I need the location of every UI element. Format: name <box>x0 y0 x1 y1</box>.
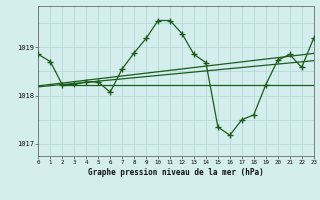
X-axis label: Graphe pression niveau de la mer (hPa): Graphe pression niveau de la mer (hPa) <box>88 168 264 177</box>
